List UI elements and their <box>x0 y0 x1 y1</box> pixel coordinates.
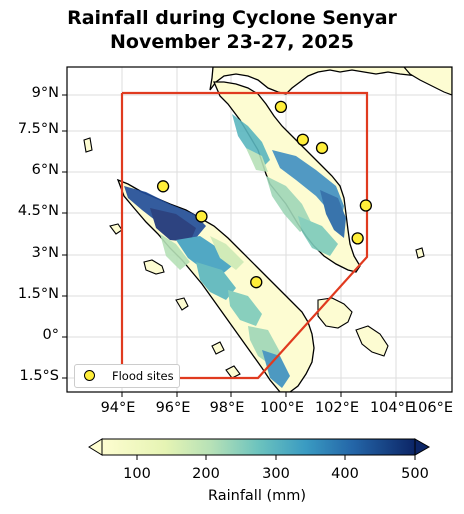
flood-site-marker <box>315 141 329 155</box>
andaman-island <box>83 137 93 153</box>
lat-tick-label: 0° <box>42 327 59 343</box>
mentawai-island-2 <box>211 341 225 355</box>
lat-tick-label: 7.5°N <box>17 121 59 137</box>
axis-tick-marks <box>62 94 397 397</box>
map-legend: Flood sites <box>74 364 180 388</box>
colorbar-label: Rainfall (mm) <box>207 488 307 504</box>
cambodia-coast <box>403 67 452 96</box>
lat-tick-label: 4.5°N <box>17 203 59 219</box>
lat-tick-label: 6°N <box>31 162 59 178</box>
colorbar-tick-label: 500 <box>401 466 429 482</box>
flood-site-marker <box>274 100 288 113</box>
map-title-line1: Rainfall during Cyclone Senyar <box>67 7 397 29</box>
colorbar-gradient <box>101 438 416 456</box>
flood-site-marker <box>250 276 263 289</box>
colorbar-min-extend <box>88 438 103 456</box>
borneo-edge <box>415 247 425 259</box>
lon-tick-label: 104°E <box>369 400 415 416</box>
analysis-region-outline <box>120 91 369 380</box>
colorbar-tick-label: 300 <box>262 466 290 482</box>
flood-site-marker-icon <box>84 370 95 381</box>
legend-label: Flood sites <box>112 369 174 383</box>
map-frame <box>66 66 453 393</box>
map-title-line2: November 23-27, 2025 <box>110 31 354 53</box>
lon-tick-label: 102°E <box>314 400 360 416</box>
flood-site-marker <box>351 232 364 245</box>
lon-tick-label: 94°E <box>100 400 136 416</box>
flood-site-marker <box>296 133 309 146</box>
flood-site-marker <box>156 180 170 193</box>
peninsula-rainfall <box>232 114 346 256</box>
riau-islands <box>317 297 353 329</box>
mentawai-island-1 <box>175 297 189 311</box>
flood-site-markers <box>156 100 373 289</box>
lat-tick-label: 1.5°N <box>17 286 59 302</box>
bangka-island <box>355 325 389 357</box>
mentawai-island-3 <box>225 365 241 379</box>
lon-tick-label: 98°E <box>209 400 245 416</box>
nias-island <box>143 259 165 275</box>
colorbar-tick-label: 200 <box>192 466 220 482</box>
colorbar-max-extend <box>414 438 431 456</box>
colorbar-tick-label: 100 <box>123 466 151 482</box>
lon-tick-label: 106°E <box>408 400 454 416</box>
colorbar-tick-label: 400 <box>331 466 359 482</box>
lon-tick-label: 96°E <box>155 400 191 416</box>
flood-site-marker <box>359 199 373 212</box>
lon-tick-label: 100°E <box>259 400 305 416</box>
lat-tick-label: 3°N <box>31 245 59 261</box>
flood-site-marker <box>195 210 208 223</box>
sumatra-rainfall <box>124 186 290 388</box>
lat-tick-label: 9°N <box>31 85 59 101</box>
lat-tick-label: 1.5°S <box>19 368 59 384</box>
colorbar <box>88 438 431 460</box>
